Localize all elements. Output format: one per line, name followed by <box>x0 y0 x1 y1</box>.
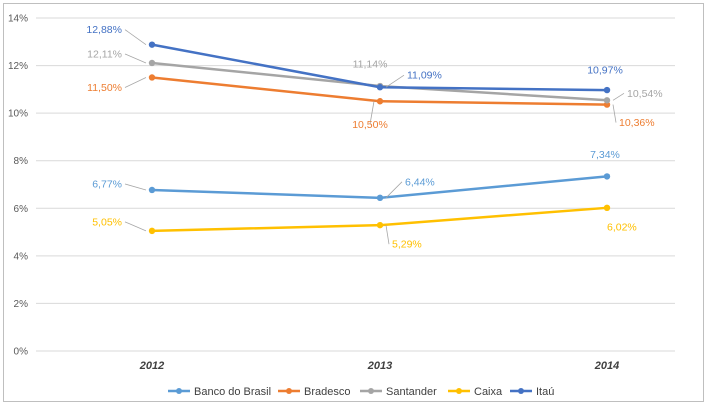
data-point <box>376 98 384 105</box>
legend-label: Santander <box>386 386 437 398</box>
label-leader-line <box>385 74 405 88</box>
data-label: 11,14% <box>353 59 388 71</box>
data-labels: 6,77% 6,44% 7,34% 11,50% 10,50% 10,36% 12,11% 1… <box>86 24 662 251</box>
x-axis-ticks: 2012 2013 2014 <box>139 360 619 372</box>
data-point <box>148 186 156 194</box>
data-point <box>603 86 611 94</box>
label-leader-line <box>124 183 147 191</box>
data-point <box>148 41 156 48</box>
data-point <box>376 84 384 91</box>
data-label: 5,29% <box>392 239 422 251</box>
y-axis-ticks: 0% 2% 4% 6% 8% 10% 12% 14% <box>8 14 28 358</box>
label-leaders <box>124 29 625 245</box>
data-label: 6,44% <box>405 176 435 188</box>
y-tick-label: 8% <box>14 156 29 167</box>
y-tick-label: 6% <box>14 204 29 215</box>
data-point <box>603 204 611 212</box>
data-label: 12,11% <box>87 48 122 60</box>
legend-marker <box>456 388 462 394</box>
data-label: 6,77% <box>92 178 122 190</box>
data-label: 10,54% <box>627 88 663 100</box>
data-point <box>148 59 156 67</box>
data-label: 12,88% <box>86 24 122 36</box>
data-point <box>148 74 156 81</box>
data-label: 6,02% <box>607 221 637 233</box>
data-label: 11,50% <box>87 82 122 94</box>
legend-marker <box>176 388 182 394</box>
legend-marker <box>518 388 524 394</box>
data-point <box>603 97 611 104</box>
data-label: 10,36% <box>619 117 655 129</box>
data-label: 10,50% <box>352 119 388 131</box>
y-tick-label: 4% <box>14 251 29 262</box>
label-leader-line <box>369 101 375 125</box>
gridlines <box>36 17 675 352</box>
y-tick-label: 14% <box>8 14 28 25</box>
legend-label: Banco do Brasil <box>194 386 271 398</box>
label-leader-line <box>124 221 147 232</box>
legend-marker <box>368 388 374 394</box>
y-tick-label: 12% <box>8 61 28 72</box>
legend-marker <box>286 388 292 394</box>
chart-frame <box>3 3 704 402</box>
data-point <box>376 221 384 229</box>
data-label: 7,34% <box>590 149 620 161</box>
legend-label: Caixa <box>474 386 503 398</box>
label-leader-line <box>385 225 390 245</box>
legend-label: Itaú <box>536 386 554 398</box>
series-group <box>148 41 611 235</box>
label-leader-line <box>612 92 625 101</box>
legend-label: Bradesco <box>304 386 350 398</box>
data-label: 5,05% <box>92 216 122 228</box>
x-tick-label: 2012 <box>139 360 164 372</box>
data-point <box>376 194 384 202</box>
label-leader-line <box>124 29 147 45</box>
data-label: 11,09% <box>407 70 442 82</box>
legend: Banco do Brasil Bradesco Santander Caixa Ita… <box>168 386 554 398</box>
data-point <box>603 173 611 180</box>
y-tick-label: 10% <box>8 109 28 120</box>
data-label: 10,97% <box>587 65 623 77</box>
x-tick-label: 2013 <box>367 360 392 372</box>
data-point <box>148 227 156 235</box>
label-leader-line <box>124 53 147 64</box>
y-tick-label: 2% <box>14 299 29 310</box>
label-leader-line <box>124 77 147 88</box>
label-leader-line <box>612 104 617 123</box>
series-line <box>151 175 608 200</box>
x-tick-label: 2014 <box>594 360 619 372</box>
y-tick-label: 0% <box>14 347 29 358</box>
label-leader-line <box>385 181 403 199</box>
